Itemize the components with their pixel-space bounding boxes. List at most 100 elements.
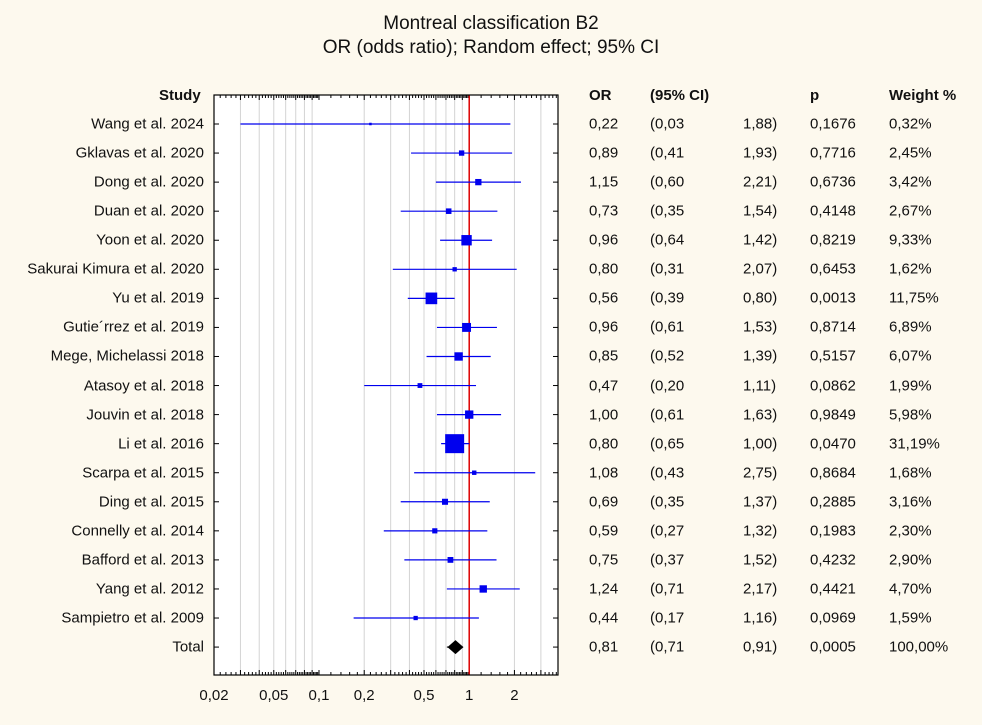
weight-value: 100,00%: [889, 638, 949, 656]
ci-upper: 2,07): [743, 260, 778, 278]
point-estimate: [441, 498, 449, 505]
study-label: Scarpa et al. 2015: [82, 464, 204, 482]
ci-upper: 2,75): [743, 464, 778, 482]
weight-value: 5,98%: [889, 406, 932, 424]
ci-lower: (0,43: [650, 464, 685, 482]
ci-lower: (0,31: [650, 260, 685, 278]
study-label: Mege, Michelassi 2018: [50, 347, 204, 365]
point-estimate: [445, 208, 452, 214]
ci-upper: 1,63): [743, 406, 778, 424]
or-value: 0,75: [589, 551, 619, 569]
study-label: Dong et al. 2020: [93, 173, 204, 191]
x-tick-label: 1: [465, 687, 474, 704]
ci-lower: (0,61: [650, 318, 685, 336]
point-estimate: [458, 150, 465, 156]
weight-value: 2,67%: [889, 202, 932, 220]
ci-lower: (0,65: [650, 435, 685, 453]
weight-value: 3,42%: [889, 173, 932, 191]
study-label: Atasoy et al. 2018: [83, 377, 204, 395]
x-tick-label: 2: [510, 687, 519, 704]
or-value: 0,89: [589, 144, 619, 162]
point-estimate: [475, 178, 482, 186]
ci-lower: (0,64: [650, 231, 685, 249]
header-ci: (95% CI): [650, 87, 710, 104]
point-estimate: [425, 292, 438, 305]
ci-lower: (0,35: [650, 202, 685, 220]
header-study: Study: [159, 87, 201, 104]
p-value: 0,0005: [810, 638, 856, 656]
ci-upper: 1,32): [743, 522, 778, 540]
or-value: 0,73: [589, 202, 619, 220]
or-value: 0,44: [589, 609, 619, 627]
chart-title: Montreal classification B2: [383, 13, 599, 34]
ci-lower: (0,41: [650, 144, 685, 162]
x-tick-label: 0,05: [259, 687, 289, 704]
ci-upper: 1,52): [743, 551, 778, 569]
weight-value: 11,75%: [889, 289, 939, 307]
p-value: 0,7716: [810, 144, 856, 162]
x-tick-label: 0,2: [353, 687, 375, 704]
total-label: Total: [172, 638, 204, 656]
p-value: 0,5157: [810, 347, 856, 365]
header-weight: Weight %: [889, 87, 957, 104]
ci-lower: (0,35: [650, 493, 685, 511]
weight-value: 9,33%: [889, 231, 932, 249]
weight-value: 1,99%: [889, 377, 932, 395]
ci-upper: 1,53): [743, 318, 778, 336]
point-estimate: [452, 267, 457, 272]
or-value: 1,15: [589, 173, 619, 191]
p-value: 0,6453: [810, 260, 856, 278]
ci-upper: 1,11): [743, 377, 777, 395]
p-value: 0,6736: [810, 173, 856, 191]
weight-value: 3,16%: [889, 493, 932, 511]
p-value: 0,0862: [810, 377, 856, 395]
study-label: Yu et al. 2019: [112, 289, 204, 307]
p-value: 0,0470: [810, 435, 856, 453]
or-value: 1,24: [589, 580, 619, 598]
p-value: 0,0013: [810, 289, 856, 307]
study-label: Connelly et al. 2014: [71, 522, 204, 540]
point-estimate: [462, 322, 472, 332]
weight-value: 31,19%: [889, 435, 940, 453]
p-value: 0,8219: [810, 231, 856, 249]
x-tick-label: 0,02: [199, 687, 229, 704]
ci-upper: 1,93): [743, 144, 778, 162]
weight-value: 2,30%: [889, 522, 932, 540]
point-estimate: [369, 122, 372, 126]
weight-value: 1,59%: [889, 609, 932, 627]
or-value: 0,81: [589, 638, 619, 656]
ci-lower: (0,03: [650, 115, 685, 133]
p-value: 0,4232: [810, 551, 856, 569]
point-estimate: [465, 410, 474, 419]
study-label: Li et al. 2016: [118, 435, 204, 453]
study-label: Jouvin et al. 2018: [86, 406, 204, 424]
or-value: 0,47: [589, 377, 619, 395]
ci-upper: 2,21): [743, 173, 778, 191]
weight-value: 2,45%: [889, 144, 932, 162]
point-estimate: [472, 470, 477, 475]
weight-value: 6,89%: [889, 318, 932, 336]
or-value: 1,08: [589, 464, 619, 482]
point-estimate: [447, 557, 454, 563]
ci-upper: 1,00): [743, 435, 778, 453]
or-value: 1,00: [589, 406, 619, 424]
point-estimate: [445, 434, 465, 454]
p-value: 0,4148: [810, 202, 856, 220]
ci-upper: 1,39): [743, 347, 778, 365]
point-estimate: [432, 528, 438, 534]
p-value: 0,8684: [810, 464, 856, 482]
header-or: OR: [589, 87, 612, 104]
ci-lower: (0,52: [650, 347, 685, 365]
p-value: 0,8714: [810, 318, 856, 336]
point-estimate: [479, 585, 487, 593]
total-diamond: [447, 640, 464, 655]
study-label: Wang et al. 2024: [91, 115, 204, 133]
study-label: Sakurai Kimura et al. 2020: [27, 260, 204, 278]
ci-lower: (0,71: [650, 580, 685, 598]
study-label: Yang et al. 2012: [95, 580, 204, 598]
point-estimate: [413, 615, 418, 621]
study-label: Sampietro et al. 2009: [61, 609, 204, 627]
or-value: 0,96: [589, 231, 619, 249]
point-estimate: [454, 352, 463, 361]
